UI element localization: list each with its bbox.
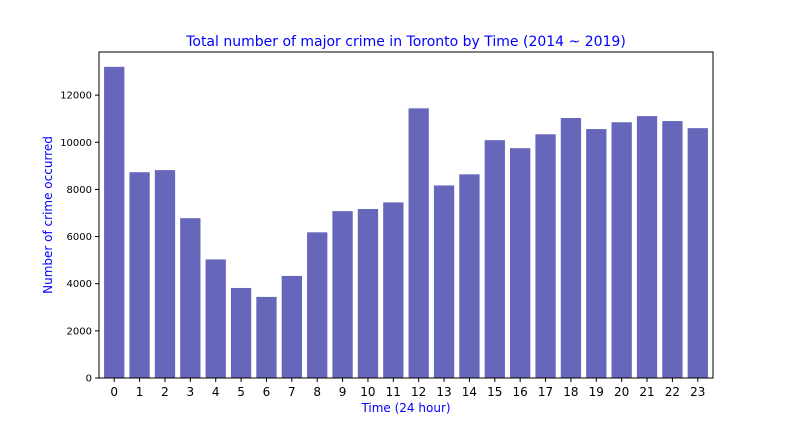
bar-hour-9 xyxy=(332,211,353,378)
y-axis-label: Number of crime occurred xyxy=(41,136,55,294)
y-tick-label: 0 xyxy=(86,374,92,385)
bar-hour-12 xyxy=(408,108,429,378)
bar-hour-3 xyxy=(180,218,201,378)
x-tick-label: 11 xyxy=(386,385,401,399)
bar-hour-18 xyxy=(560,118,582,378)
bar-hour-13 xyxy=(433,185,455,378)
x-tick-label: 16 xyxy=(513,385,528,399)
x-tick-label: 14 xyxy=(462,385,477,399)
x-tick-label: 5 xyxy=(237,385,245,399)
x-tick-label: 6 xyxy=(263,385,271,399)
x-axis-label: Time (24 hour) xyxy=(360,401,450,415)
y-tick-label: 10000 xyxy=(60,138,92,149)
x-tick-label: 8 xyxy=(313,385,321,399)
bars xyxy=(104,66,708,379)
x-tick-label: 17 xyxy=(538,385,553,399)
bar-hour-4 xyxy=(205,259,226,378)
x-tick-label: 12 xyxy=(411,385,426,399)
x-tick-label: 20 xyxy=(614,385,629,399)
x-tick-label: 10 xyxy=(360,385,375,399)
x-tick-label: 1 xyxy=(136,385,144,399)
bar-hour-1 xyxy=(129,172,150,378)
x-tick-label: 19 xyxy=(589,385,604,399)
y-tick-label: 12000 xyxy=(60,91,92,102)
x-tick-label: 7 xyxy=(288,385,296,399)
plot-frame xyxy=(98,51,714,379)
bar-hour-22 xyxy=(662,121,683,378)
y-tick-label: 4000 xyxy=(67,279,92,290)
x-tick-label: 21 xyxy=(639,385,654,399)
bar-hour-5 xyxy=(230,287,252,378)
bar-hour-8 xyxy=(307,232,328,378)
x-tick-label: 23 xyxy=(690,385,705,399)
bar-hour-20 xyxy=(611,122,632,379)
x-tick-label: 9 xyxy=(339,385,347,399)
bar-hour-0 xyxy=(104,66,125,378)
bar-hour-7 xyxy=(281,275,302,378)
x-tick-label: 18 xyxy=(563,385,578,399)
bar-hour-23 xyxy=(687,128,708,378)
y-tick-label: 2000 xyxy=(67,326,92,337)
bar-hour-19 xyxy=(586,129,607,378)
x-tick-label: 13 xyxy=(436,385,451,399)
bar-hour-16 xyxy=(510,148,531,378)
x-tick-label: 0 xyxy=(110,385,118,399)
x-tick-label: 3 xyxy=(187,385,195,399)
bar-hour-14 xyxy=(459,174,480,378)
y-tick-label: 8000 xyxy=(67,185,92,196)
bar-hour-10 xyxy=(357,208,379,378)
bar-hour-15 xyxy=(484,140,505,378)
bar-hour-6 xyxy=(256,296,277,378)
chart-title: Total number of major crime in Toronto b… xyxy=(185,34,626,50)
x-axis-ticks: 0 1 2 3 4 5 6 7 8 9 10 11 12 13 14 15 16 17 18 19 20 21 22 23 xyxy=(110,378,705,399)
bar-hour-11 xyxy=(383,202,404,378)
x-tick-label: 2 xyxy=(161,385,169,399)
bar-hour-2 xyxy=(154,170,176,378)
x-tick-label: 4 xyxy=(212,385,220,399)
y-tick-label: 6000 xyxy=(67,232,92,243)
x-tick-label: 22 xyxy=(665,385,680,399)
y-axis-ticks: 0 2000 4000 6000 8000 10000 12000 xyxy=(60,91,99,385)
bar-hour-17 xyxy=(535,134,556,378)
x-tick-label: 15 xyxy=(487,385,502,399)
bar-hour-21 xyxy=(636,116,658,379)
